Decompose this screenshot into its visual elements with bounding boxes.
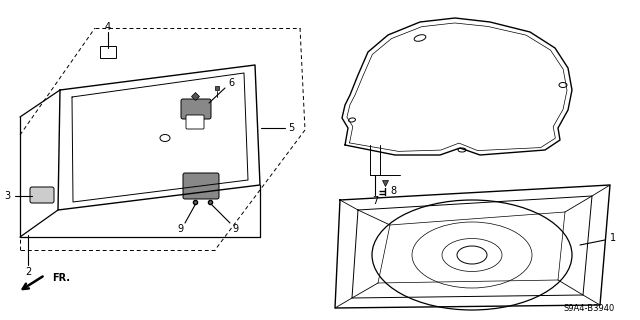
Text: 2: 2 [25, 267, 31, 277]
Text: 9: 9 [177, 224, 183, 234]
Text: 3: 3 [4, 191, 10, 201]
Text: 6: 6 [228, 78, 234, 88]
FancyBboxPatch shape [186, 115, 204, 129]
Text: 9: 9 [232, 224, 238, 234]
Text: S9A4-B3940: S9A4-B3940 [564, 304, 615, 313]
Text: 4: 4 [105, 22, 111, 32]
FancyBboxPatch shape [30, 187, 54, 203]
Bar [100, 46, 116, 58]
FancyBboxPatch shape [181, 99, 211, 119]
Text: 1: 1 [610, 233, 616, 243]
Text: 8: 8 [390, 186, 396, 196]
FancyBboxPatch shape [183, 173, 219, 199]
Text: FR.: FR. [52, 273, 70, 283]
Text: 7: 7 [372, 196, 378, 206]
Text: 5: 5 [288, 123, 294, 133]
